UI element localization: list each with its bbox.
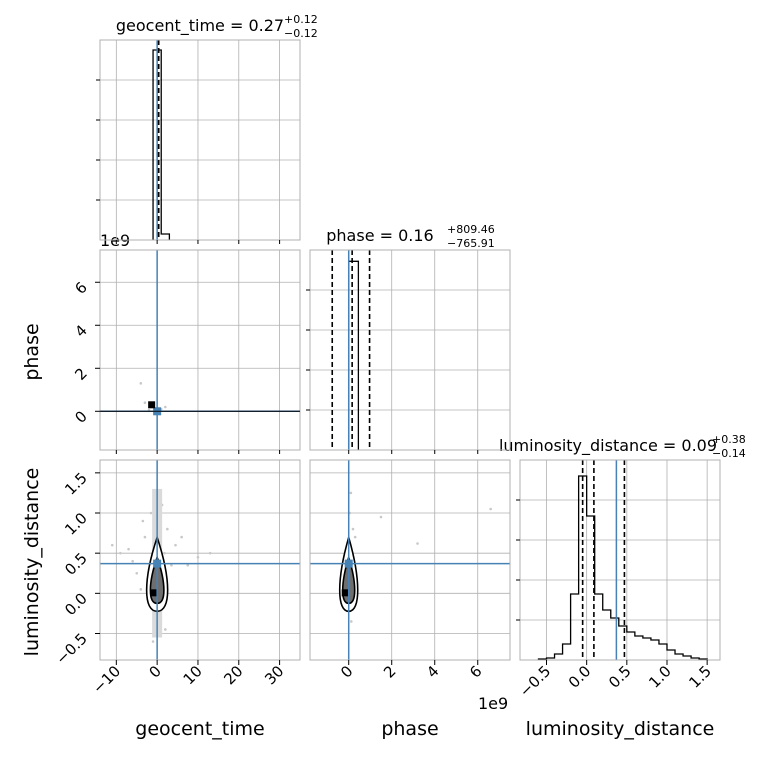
scatter-point-time-vs-dist-4 — [127, 547, 130, 551]
xtick-label-geocent-time-3: 20 — [220, 662, 246, 688]
scatter-point-time-vs-dist-22 — [186, 563, 190, 567]
xtick-label-phase-3: 6 — [466, 662, 485, 681]
histogram-luminosity-distance — [537, 475, 708, 660]
title-geocent-time: geocent_time = 0.27 — [116, 16, 284, 36]
xtick-label-phase-0: 0 — [337, 662, 356, 681]
xtick-label-geocent-time-1: 0 — [145, 662, 164, 681]
density-peak-time-vs-dist — [150, 589, 158, 597]
title-luminosity-distance: luminosity_distance = 0.09 — [499, 436, 717, 456]
scatter-point-time-vs-dist-15 — [196, 555, 200, 559]
xtick-label-geocent-time-4: 30 — [261, 662, 287, 688]
xlabel-geocent-time: geocent_time — [135, 718, 264, 740]
ytick-label-phase-0: 0 — [71, 407, 90, 426]
ytick-label-luminosity-distance-3: 1.0 — [61, 509, 91, 539]
scatter-point-time-vs-phase-3 — [164, 405, 167, 409]
title-phase: phase = 0.16 — [326, 226, 433, 245]
ytick-label-luminosity-distance-2: 0.5 — [61, 549, 91, 579]
scatter-point-time-vs-dist-5 — [110, 543, 114, 547]
panel-frame-geocent-time — [99, 39, 301, 241]
panel-frame-phase-vs-dist — [309, 459, 511, 661]
scatter-point-time-vs-dist-7 — [208, 551, 212, 555]
scatter-point-time-vs-dist-17 — [164, 628, 167, 631]
scatter-point-phase-vs-dist-9 — [353, 535, 357, 539]
scatter-point-phase-vs-dist-4 — [416, 542, 419, 545]
ytick-label-luminosity-distance-0: −0.5 — [52, 630, 90, 668]
panel-frame-phase — [309, 249, 511, 451]
ytick-label-phase-1: 2 — [71, 364, 90, 383]
scatter-point-time-vs-dist-2 — [143, 535, 147, 539]
scatter-point-time-vs-phase-0 — [143, 401, 147, 404]
ytick-label-luminosity-distance-4: 1.5 — [61, 469, 91, 499]
scatter-point-time-vs-dist-9 — [170, 563, 173, 567]
scatter-point-time-vs-dist-11 — [163, 551, 166, 555]
title-luminosity-distance-lower: −0.14 — [712, 447, 746, 460]
ylabel-phase: phase — [21, 323, 43, 380]
title-phase-upper: +809.46 — [447, 223, 495, 236]
ytick-label-phase-2: 4 — [71, 321, 90, 340]
title-luminosity-distance-upper: +0.38 — [712, 433, 746, 446]
xtick-label-luminosity-distance-1: 0.0 — [565, 662, 595, 692]
truth-marker-time-vs-dist — [153, 559, 162, 568]
scatter-point-time-vs-dist-23 — [131, 559, 134, 563]
offset-label-phase-x: 1e9 — [478, 694, 508, 713]
panel-frame-time-vs-phase — [99, 249, 301, 451]
ytick-label-luminosity-distance-1: 0.0 — [61, 589, 91, 619]
scatter-point-time-vs-dist-20 — [174, 543, 177, 547]
xtick-label-luminosity-distance-3: 1.0 — [645, 662, 675, 692]
xlabel-luminosity-distance: luminosity_distance — [526, 718, 715, 740]
xtick-label-luminosity-distance-4: 1.5 — [685, 662, 715, 692]
xtick-label-luminosity-distance-0: −0.5 — [516, 662, 554, 700]
title-geocent-time-upper: +0.12 — [284, 13, 318, 26]
panels-layer: −10 0 10 20 30 0 2 4 6 −0.5 0.0 0.5 1.0 1.5 0 2 4 6 −0.5 0.… — [52, 39, 721, 701]
title-phase-lower: −765.91 — [447, 237, 495, 250]
ytick-label-phase-3: 6 — [71, 278, 90, 297]
truth-marker-phase-vs-dist — [344, 559, 353, 568]
scatter-point-time-vs-dist-18 — [151, 640, 155, 643]
scatter-point-time-vs-dist-21 — [141, 519, 145, 523]
scatter-point-phase-vs-dist-2 — [351, 527, 355, 531]
histogram-geocent-time — [152, 49, 171, 240]
panel-frame-luminosity-distance — [519, 459, 721, 661]
scatter-point-time-vs-dist-16 — [139, 588, 143, 591]
scatter-point-time-vs-phase-4 — [139, 382, 143, 385]
ylabel-luminosity-distance: luminosity_distance — [21, 468, 43, 657]
scatter-point-time-vs-dist-14 — [119, 551, 122, 555]
scatter-point-time-vs-dist-3 — [166, 527, 169, 531]
title-geocent-time-lower: −0.12 — [284, 27, 318, 40]
xtick-label-phase-2: 4 — [423, 662, 442, 681]
scatter-point-time-vs-dist-0 — [149, 511, 153, 515]
xtick-label-phase-1: 2 — [380, 662, 399, 681]
scatter-point-phase-vs-dist-5 — [489, 507, 492, 511]
scatter-point-phase-vs-dist-3 — [379, 515, 383, 519]
scatter-point-phase-vs-dist-7 — [349, 620, 353, 623]
scatter-point-time-vs-dist-10 — [135, 571, 139, 575]
xtick-label-geocent-time-2: 10 — [180, 662, 206, 688]
xlabel-phase: phase — [381, 718, 438, 740]
scatter-point-time-vs-dist-6 — [180, 535, 183, 539]
density-peak-phase-vs-dist — [341, 589, 349, 597]
density-peak-time-vs-phase — [148, 401, 156, 409]
xtick-label-luminosity-distance-2: 0.5 — [605, 662, 635, 692]
panel-frame-time-vs-dist — [99, 459, 301, 661]
scatter-point-phase-vs-dist-0 — [349, 491, 353, 495]
xtick-label-geocent-time-0: −10 — [89, 662, 124, 697]
